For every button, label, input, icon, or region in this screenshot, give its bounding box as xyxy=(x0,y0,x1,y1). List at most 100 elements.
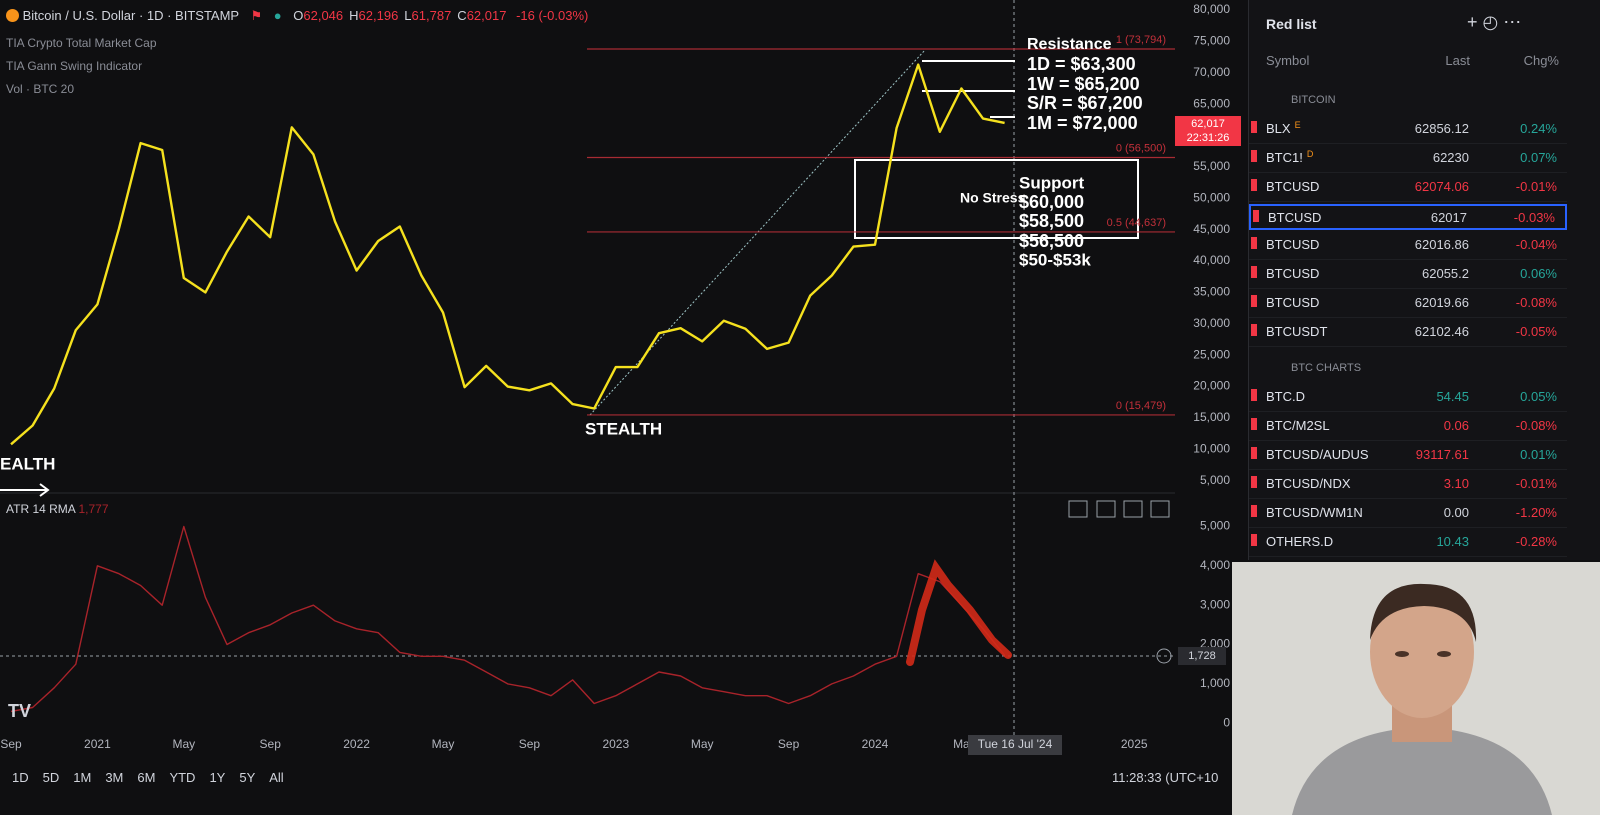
symbol: BTCUSD/AUDUS xyxy=(1266,447,1369,462)
watchlist-row[interactable]: BTCUSD 62019.66 -0.08% xyxy=(1249,291,1567,318)
symbol: OTHERS.D xyxy=(1266,534,1334,549)
y-tick-label: 10,000 xyxy=(1193,441,1230,455)
clock: 11:28:33 (UTC+10 xyxy=(1112,770,1219,785)
watchlist-row[interactable]: BTCUSDT 62102.46 -0.05% xyxy=(1249,320,1567,347)
y-tick-label: 25,000 xyxy=(1193,347,1230,361)
range-button[interactable]: 5Y xyxy=(239,770,256,785)
range-button[interactable]: 1D xyxy=(12,770,29,785)
change: -0.04% xyxy=(1515,237,1557,252)
ohlc-value: 62,046 xyxy=(303,8,344,23)
row-flag xyxy=(1251,534,1257,546)
crosshair-date: Tue 16 Jul '24 xyxy=(978,737,1053,751)
fib-label: 1 (73,794) xyxy=(1116,34,1166,46)
annotation: Resistance xyxy=(1027,36,1112,53)
y-tick-label: 80,000 xyxy=(1193,2,1230,16)
fib-label: 0 (15,479) xyxy=(1116,400,1166,412)
indicator: TIA Crypto Total Market Cap xyxy=(6,36,157,50)
change: -0.01% xyxy=(1515,179,1557,194)
watchlist-row[interactable]: BTCUSD 62017 -0.03% xyxy=(1249,204,1567,230)
x-tick-label: May xyxy=(432,737,455,751)
watchlist-row[interactable]: BTCUSD/WM1N 0.00 -1.20% xyxy=(1249,501,1567,528)
x-tick-label: May xyxy=(172,737,195,751)
watchlist-row[interactable]: BTC.D 54.45 0.05% xyxy=(1249,385,1567,412)
row-flag xyxy=(1251,295,1257,307)
watchlist-icons[interactable]: + ◴ ⋯ xyxy=(1467,12,1522,32)
symbol: BTC.D xyxy=(1266,389,1305,404)
annotation: 1W = $65,200 xyxy=(1027,74,1140,94)
column-header: Symbol xyxy=(1266,53,1310,68)
last-price: 54.45 xyxy=(1436,389,1469,404)
watchlist-title[interactable]: Red list xyxy=(1266,16,1317,32)
x-tick-label: 2021 xyxy=(84,737,111,751)
pane-tools[interactable] xyxy=(1068,500,1170,518)
y-tick-label: 0 xyxy=(1223,715,1230,729)
last-price: 62074.06 xyxy=(1414,179,1469,194)
range-button[interactable]: 5D xyxy=(42,770,60,785)
x-tick-label: 2024 xyxy=(862,737,889,751)
hand-drawn-mark xyxy=(906,559,1012,666)
section-header[interactable]: BITCOIN xyxy=(1291,94,1336,106)
range-button[interactable]: 3M xyxy=(105,770,124,785)
y-tick-label: 20,000 xyxy=(1193,379,1230,393)
atr-value: 1,777 xyxy=(78,502,109,516)
watchlist-row[interactable]: BTCUSD 62016.86 -0.04% xyxy=(1249,233,1567,260)
y-tick-label: 50,000 xyxy=(1193,190,1230,204)
chart: 1 (73,794) 0 (56,500) 0.5 (44,637) 0 (15,47… xyxy=(0,0,1241,755)
watchlist-row[interactable]: BTC1! D 62230 0.07% xyxy=(1249,146,1567,173)
watchlist-row[interactable]: BTCUSD 62055.2 0.06% xyxy=(1249,262,1567,289)
annotation: $60,000 xyxy=(1019,192,1084,212)
indicator: TIA Gann Swing Indicator xyxy=(6,59,143,73)
indicator-list: TIA Crypto Total Market Cap TIA Gann Swin… xyxy=(6,32,157,101)
change: -0.05% xyxy=(1515,324,1557,339)
y-tick-label: 55,000 xyxy=(1193,159,1230,173)
badge: D xyxy=(1306,149,1314,159)
webcam xyxy=(1232,562,1600,815)
y-tick-label: 1,000 xyxy=(1200,676,1230,690)
annotation: $56,500 xyxy=(1019,231,1084,251)
ohlc-key: H xyxy=(349,8,359,23)
flag[interactable]: ⚑ xyxy=(250,8,263,23)
change: 0.06% xyxy=(1520,266,1557,281)
y-tick-label: 4,000 xyxy=(1200,558,1230,572)
range-button[interactable]: 6M xyxy=(137,770,156,785)
price-tag-bg xyxy=(1175,116,1241,146)
watchlist-row[interactable]: OTHERS.D 10.43 -0.28% xyxy=(1249,530,1567,557)
price-tag: 62,017 xyxy=(1191,118,1225,130)
indicator: Vol · BTC 20 xyxy=(6,82,75,96)
change: -0.28% xyxy=(1515,534,1557,549)
y-tick-label: 65,000 xyxy=(1193,96,1230,110)
section-header[interactable]: BTC CHARTS xyxy=(1291,362,1362,374)
symbol: BTCUSD/WM1N xyxy=(1266,505,1363,520)
watchlist-row[interactable]: BTCUSD/NDX 3.10 -0.01% xyxy=(1249,472,1567,499)
last-price: 62017 xyxy=(1430,210,1467,225)
range-button[interactable]: 1Y xyxy=(209,770,226,785)
change: 0.24% xyxy=(1520,121,1557,136)
change: -0.08% xyxy=(1515,295,1557,310)
range-button[interactable]: YTD xyxy=(169,770,196,785)
change: 0.07% xyxy=(1520,150,1557,165)
y-tick-label: 30,000 xyxy=(1193,316,1230,330)
range-button[interactable]: All xyxy=(269,770,284,785)
trend-line xyxy=(589,49,926,416)
change: -0.03% xyxy=(1513,210,1555,225)
x-tick-label: Ma xyxy=(953,737,970,751)
y-tick-label: 70,000 xyxy=(1193,65,1230,79)
watchlist-row[interactable]: BLX E 62856.12 0.24% xyxy=(1249,117,1567,144)
change: -1.20% xyxy=(1515,505,1557,520)
y-tick-label: 15,000 xyxy=(1193,410,1230,424)
row-flag xyxy=(1251,505,1257,517)
last-price: 3.10 xyxy=(1443,476,1469,491)
x-tick-label: Sep xyxy=(519,737,541,751)
watchlist-row[interactable]: BTCUSD/AUDUS 93117.61 0.01% xyxy=(1249,443,1567,470)
change: 0.05% xyxy=(1520,389,1557,404)
row-flag xyxy=(1251,121,1257,133)
watchlist-row[interactable]: BTC/M2SL 0.06 -0.08% xyxy=(1249,414,1567,441)
watchlist-row[interactable]: BTCUSD 62074.06 -0.01% xyxy=(1249,175,1567,202)
row-flag xyxy=(1253,210,1259,222)
plus-button[interactable] xyxy=(1156,648,1172,664)
last-price: 0.00 xyxy=(1443,505,1469,520)
y-tick-label: 3,000 xyxy=(1200,597,1230,611)
range-button[interactable]: 1M xyxy=(73,770,92,785)
y-tick-label: 5,000 xyxy=(1200,519,1230,533)
last-price: 62016.86 xyxy=(1414,237,1469,252)
